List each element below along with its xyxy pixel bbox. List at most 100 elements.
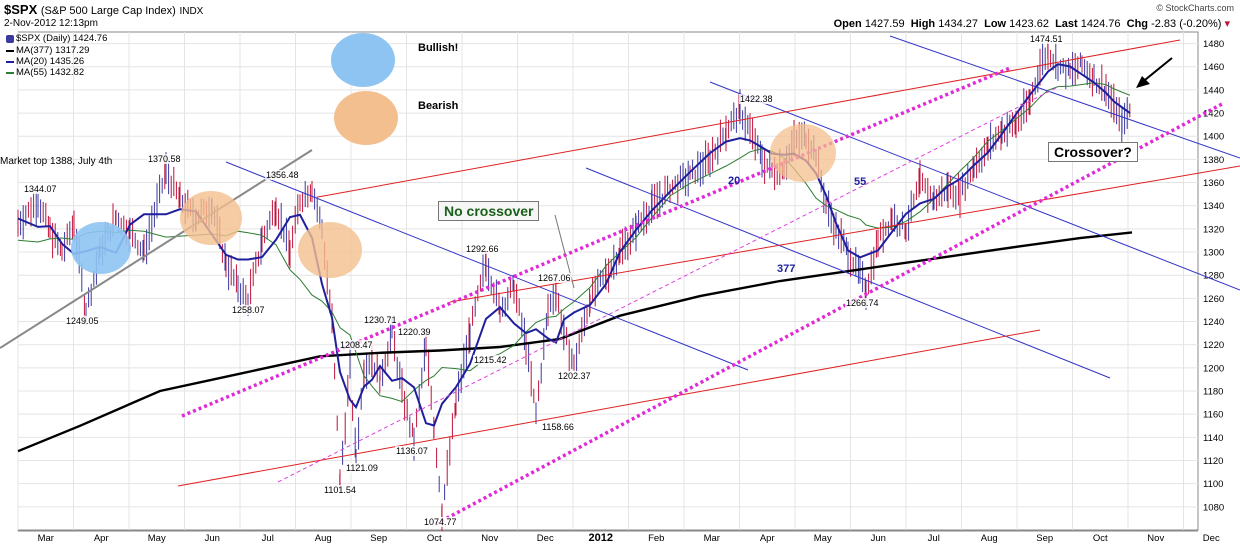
thin-dashed-magenta [277, 85, 1061, 483]
market-top-note: Market top 1388, July 4th [0, 156, 113, 167]
y-tick-label: 1460 [1203, 62, 1224, 73]
crossover-callout: Crossover? [1048, 142, 1138, 162]
price-label: 1202.37 [558, 371, 591, 381]
y-tick-label: 1260 [1203, 294, 1224, 305]
price-label: 1344.07 [24, 184, 57, 194]
bullish-key-label: Bullish! [418, 42, 459, 54]
chart-symbol: $SPX (S&P 500 Large Cap Index) INDX [4, 2, 204, 17]
x-tick-label: Jun [205, 533, 220, 544]
price-label-bg [423, 517, 458, 527]
price-label: 1370.58 [148, 154, 181, 164]
price-label-bg [557, 371, 592, 381]
x-tick-label: Apr [94, 533, 109, 544]
bullish-key-circle [331, 33, 395, 87]
y-tick-label: 1400 [1203, 132, 1224, 143]
x-tick-label: Oct [1093, 533, 1108, 544]
x-tick-label: Sep [1036, 533, 1053, 544]
x-tick-label: Dec [537, 533, 554, 544]
price-label: 1121.09 [346, 463, 378, 473]
chart-datetime: 2-Nov-2012 12:13pm [4, 18, 98, 29]
price-label-bg [1029, 34, 1064, 44]
legend-spx: $SPX (Daily) 1424.76 [6, 33, 107, 44]
price-label: 1249.05 [66, 316, 99, 326]
downtrend-line-blue-3 [709, 81, 1240, 291]
price-label-bg [345, 463, 379, 473]
crossover-arrow-head [1136, 76, 1150, 88]
y-tick-label: 1240 [1203, 317, 1224, 328]
y-tick-label: 1100 [1203, 479, 1223, 490]
x-tick-label: Dec [1203, 533, 1220, 544]
bearish-key-label: Bearish [418, 100, 459, 112]
y-tick-label: 1480 [1203, 39, 1224, 50]
y-tick-label: 1300 [1203, 248, 1224, 259]
x-tick-label: Jun [871, 533, 886, 544]
price-label: 1474.51 [1030, 34, 1063, 44]
price-label-bg [739, 94, 774, 104]
price-label: 1267.06 [538, 273, 571, 283]
x-tick-label: Jul [262, 533, 274, 544]
price-label: 1074.77 [424, 517, 457, 527]
downtrend-line-blue-1 [225, 161, 749, 371]
channel-line-red-mid [449, 165, 1240, 303]
legend-ma20: MA(20) 1435.26 [6, 56, 84, 67]
price-label: 1158.66 [542, 422, 574, 432]
y-tick-label: 1200 [1203, 363, 1224, 374]
x-tick-label: Feb [648, 533, 664, 544]
price-label: 1422.38 [740, 94, 773, 104]
ma55-tag: 55 [854, 176, 867, 188]
x-tick-label: 2012 [589, 532, 613, 544]
bullish-zone [71, 222, 131, 274]
price-label-bg [845, 298, 880, 308]
ma20-line [17, 63, 1131, 427]
y-tick-label: 1160 [1203, 410, 1223, 421]
price-label-bg [147, 154, 182, 164]
price-label: 1292.66 [466, 244, 499, 254]
price-label-bg [23, 184, 58, 194]
channel-line-red-top [317, 39, 1181, 198]
y-tick-label: 1420 [1203, 109, 1224, 120]
x-tick-label: May [148, 533, 166, 544]
y-tick-label: 1220 [1203, 340, 1224, 351]
y-tick-label: 1120 [1203, 456, 1223, 467]
x-tick-label: Mar [704, 533, 720, 544]
x-tick-label: Aug [315, 533, 332, 544]
x-tick-label: Oct [427, 533, 442, 544]
bearish-zone-2 [298, 222, 362, 278]
price-label: 1266.74 [846, 298, 879, 308]
price-label: 1230.71 [364, 315, 397, 325]
bearish-zone-1 [180, 191, 242, 245]
price-label-bg [537, 273, 572, 283]
dotted-channel-lower [435, 102, 1223, 526]
price-label-bg [265, 170, 300, 180]
price-label: 1356.48 [266, 170, 299, 180]
x-tick-label: Apr [760, 533, 775, 544]
price-label: 1215.42 [474, 355, 507, 365]
price-label-bg [465, 244, 500, 254]
y-tick-label: 1140 [1203, 433, 1223, 444]
support-line-gray [0, 149, 313, 349]
bearish-zone-3 [770, 124, 836, 182]
x-tick-label: Nov [481, 533, 498, 544]
price-label: 1101.54 [324, 485, 356, 495]
legend-ma55: MA(55) 1432.82 [6, 67, 84, 78]
price-label: 1208.47 [340, 340, 373, 350]
downtrend-line-blue-4 [889, 35, 1240, 159]
price-label: 1258.07 [232, 305, 265, 315]
x-tick-label: May [814, 533, 832, 544]
price-label-bg [363, 315, 398, 325]
price-label: 1220.39 [398, 327, 431, 337]
x-tick-label: Jul [928, 533, 940, 544]
price-label-bg [323, 485, 357, 495]
channel-line-red-low [177, 329, 1041, 487]
y-tick-label: 1340 [1203, 201, 1224, 212]
y-tick-label: 1280 [1203, 271, 1224, 282]
price-label-bg [473, 355, 508, 365]
x-tick-label: Sep [370, 533, 387, 544]
price-label-bg [541, 422, 575, 432]
ma20-tag: 20 [728, 175, 741, 187]
stockcharts-logo: © StockCharts.com [1156, 3, 1234, 13]
y-tick-label: 1320 [1203, 224, 1224, 235]
y-tick-label: 1180 [1203, 387, 1223, 398]
y-tick-label: 1360 [1203, 178, 1224, 189]
